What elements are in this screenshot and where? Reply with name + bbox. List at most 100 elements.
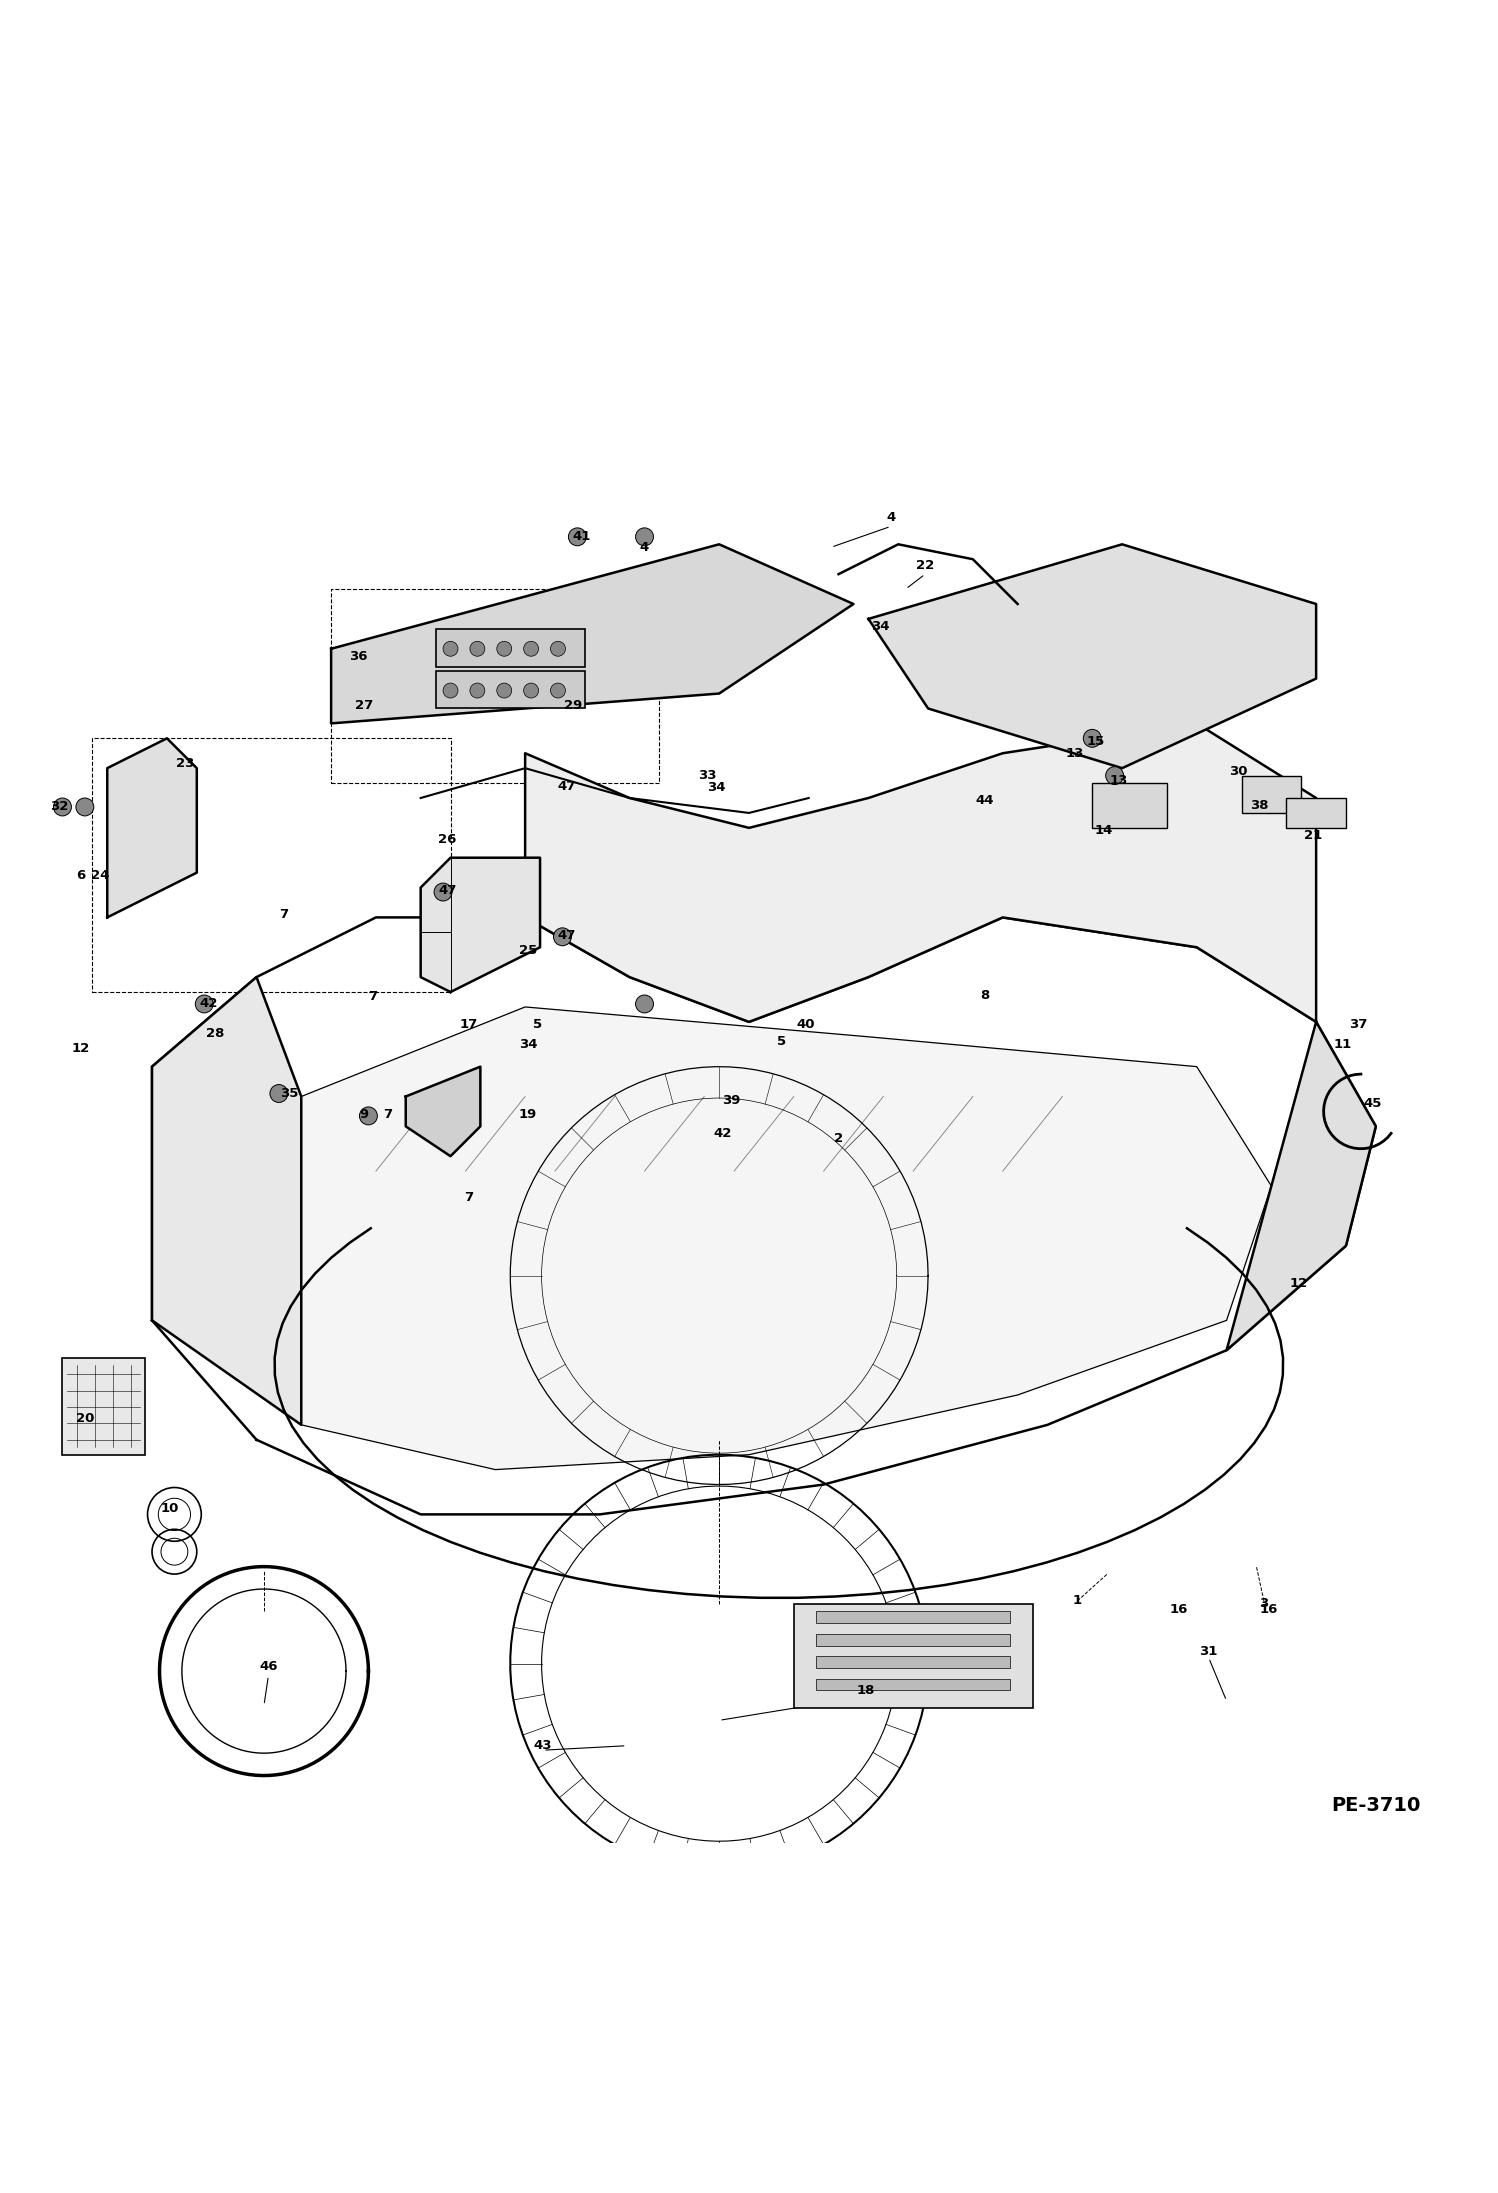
Text: 11: 11	[1333, 1037, 1353, 1050]
Bar	[1287, 798, 1347, 829]
Circle shape	[360, 1107, 377, 1125]
Bar	[1242, 776, 1302, 814]
Text: 1: 1	[1073, 1594, 1082, 1607]
Bar	[63, 1357, 145, 1454]
Polygon shape	[151, 917, 1375, 1515]
Text: 34: 34	[518, 1037, 538, 1050]
Polygon shape	[108, 739, 196, 917]
Text: 9: 9	[360, 1107, 369, 1121]
Polygon shape	[406, 1066, 481, 1156]
Circle shape	[550, 640, 565, 656]
Text: 12: 12	[1290, 1276, 1308, 1289]
Text: 47: 47	[557, 930, 577, 941]
Circle shape	[497, 682, 512, 697]
Text: 6: 6	[76, 868, 85, 882]
Polygon shape	[151, 978, 301, 1425]
Text: 7: 7	[464, 1191, 473, 1204]
Text: 44: 44	[975, 794, 995, 807]
Text: 7: 7	[383, 1107, 392, 1121]
Text: 32: 32	[51, 800, 69, 814]
Text: 13: 13	[1065, 748, 1083, 759]
Text: 5: 5	[532, 1018, 542, 1031]
Text: 2: 2	[834, 1132, 843, 1145]
Circle shape	[497, 640, 512, 656]
Text: 26: 26	[439, 833, 457, 846]
Text: 24: 24	[90, 868, 109, 882]
Text: 17: 17	[460, 1018, 478, 1031]
Circle shape	[553, 928, 571, 945]
Text: 23: 23	[175, 757, 195, 770]
Circle shape	[568, 529, 586, 546]
Text: 5: 5	[777, 1035, 786, 1048]
Text: 42: 42	[713, 1127, 731, 1140]
Text: 16: 16	[1260, 1603, 1278, 1616]
Polygon shape	[331, 544, 854, 724]
Circle shape	[524, 640, 539, 656]
Text: 4: 4	[640, 542, 649, 555]
Text: 18: 18	[857, 1684, 875, 1697]
Bar	[1092, 783, 1167, 829]
Circle shape	[195, 996, 213, 1013]
Circle shape	[1083, 730, 1101, 748]
Bar	[816, 1634, 1010, 1645]
Bar	[436, 629, 584, 667]
Bar	[816, 1612, 1010, 1623]
Text: 15: 15	[1086, 735, 1104, 748]
Text: 13: 13	[1110, 774, 1128, 787]
Bar	[331, 590, 659, 783]
Text: PE-3710: PE-3710	[1332, 1796, 1420, 1816]
Circle shape	[470, 640, 485, 656]
Text: 16: 16	[1170, 1603, 1188, 1616]
Text: 7: 7	[279, 908, 288, 921]
Circle shape	[635, 996, 653, 1013]
Text: 45: 45	[1363, 1096, 1383, 1110]
Text: 28: 28	[205, 1026, 223, 1039]
Text: 37: 37	[1348, 1018, 1368, 1031]
Text: 34: 34	[707, 781, 725, 794]
Text: 25: 25	[518, 943, 538, 956]
Circle shape	[1106, 768, 1124, 785]
Polygon shape	[421, 857, 541, 991]
Text: 27: 27	[355, 700, 373, 713]
Text: 30: 30	[1230, 765, 1248, 779]
Text: 40: 40	[797, 1018, 815, 1031]
Text: 47: 47	[557, 779, 577, 792]
Text: 46: 46	[259, 1660, 277, 1673]
Text: 12: 12	[72, 1042, 90, 1055]
Text: 3: 3	[1260, 1597, 1269, 1610]
Text: 34: 34	[870, 621, 890, 634]
Text: 22: 22	[915, 559, 935, 572]
Circle shape	[550, 682, 565, 697]
Polygon shape	[526, 724, 1317, 1022]
Text: 19: 19	[518, 1107, 538, 1121]
Circle shape	[434, 884, 452, 901]
Circle shape	[443, 640, 458, 656]
Text: 39: 39	[722, 1094, 740, 1107]
Circle shape	[470, 682, 485, 697]
Circle shape	[54, 798, 72, 816]
Text: 42: 42	[199, 998, 217, 1011]
Polygon shape	[1227, 1022, 1375, 1351]
Text: 20: 20	[76, 1412, 94, 1425]
Text: 14: 14	[1095, 825, 1113, 838]
Bar	[93, 739, 451, 991]
Text: 31: 31	[1200, 1645, 1218, 1658]
Polygon shape	[869, 544, 1317, 768]
Text: 41: 41	[572, 531, 592, 544]
Circle shape	[443, 682, 458, 697]
Text: 21: 21	[1305, 829, 1323, 842]
Text: 43: 43	[533, 1739, 553, 1752]
Text: 47: 47	[439, 884, 457, 897]
Bar	[794, 1603, 1032, 1708]
Text: 33: 33	[698, 770, 716, 783]
Circle shape	[76, 798, 94, 816]
Text: 36: 36	[349, 649, 367, 662]
Text: 38: 38	[1251, 798, 1269, 811]
Text: 29: 29	[563, 700, 583, 713]
Text: 35: 35	[280, 1088, 298, 1101]
Text: 10: 10	[160, 1502, 180, 1515]
Bar	[816, 1678, 1010, 1691]
Circle shape	[635, 529, 653, 546]
Bar	[436, 671, 584, 708]
Text: 7: 7	[369, 989, 377, 1002]
